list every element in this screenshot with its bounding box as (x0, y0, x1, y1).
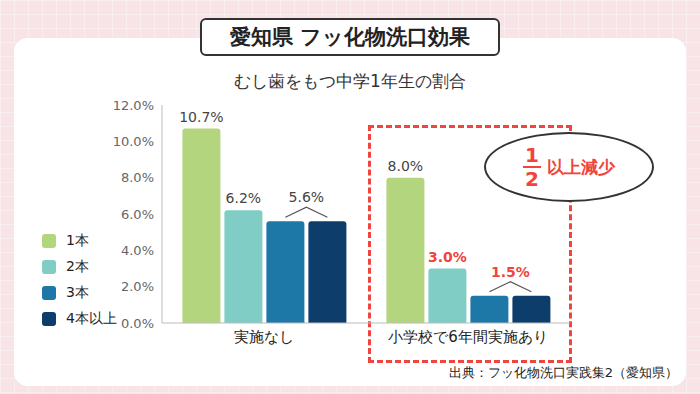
html-text:3本: 3本 (66, 284, 89, 300)
html-text:出典：フッ化物洗口実践集2（愛知県）: 出典：フッ化物洗口実践集2（愛知県） (448, 365, 678, 380)
html-text:1本: 1本 (66, 232, 89, 248)
svg-text:5.6%: 5.6% (289, 189, 325, 205)
svg-text:1.5%: 1.5% (491, 264, 530, 280)
svg-text:10.7%: 10.7% (179, 109, 223, 125)
svg-text:8.0%: 8.0% (121, 170, 154, 185)
svg-text:小学校で6年間実施あり: 小学校で6年間実施あり (388, 328, 548, 346)
svg-text:2.0%: 2.0% (121, 279, 154, 294)
svg-text:8.0%: 8.0% (388, 158, 424, 174)
svg-text:6.0%: 6.0% (121, 207, 154, 222)
svg-text:6.2%: 6.2% (226, 190, 262, 206)
html-text:愛知県 フッ化物洗口効果: 愛知県 フッ化物洗口効果 (229, 25, 471, 49)
svg-text:3.0%: 3.0% (428, 249, 467, 265)
html-text:4本以上: 4本以上 (66, 310, 117, 326)
svg-text:10.0%: 10.0% (113, 134, 154, 149)
svg-text:4.0%: 4.0% (121, 243, 154, 258)
html-text:2本: 2本 (66, 258, 89, 274)
svg-text:12.0%: 12.0% (113, 98, 154, 113)
svg-text:実施なし: 実施なし (234, 328, 294, 346)
html-text:1: 1 (525, 143, 539, 167)
html-text:むし歯をもつ中学1年生の割合: むし歯をもつ中学1年生の割合 (234, 71, 466, 91)
html-text:以上減少: 以上減少 (547, 156, 615, 177)
svg-text:0.0%: 0.0% (121, 316, 154, 331)
html-text:2: 2 (525, 167, 539, 191)
